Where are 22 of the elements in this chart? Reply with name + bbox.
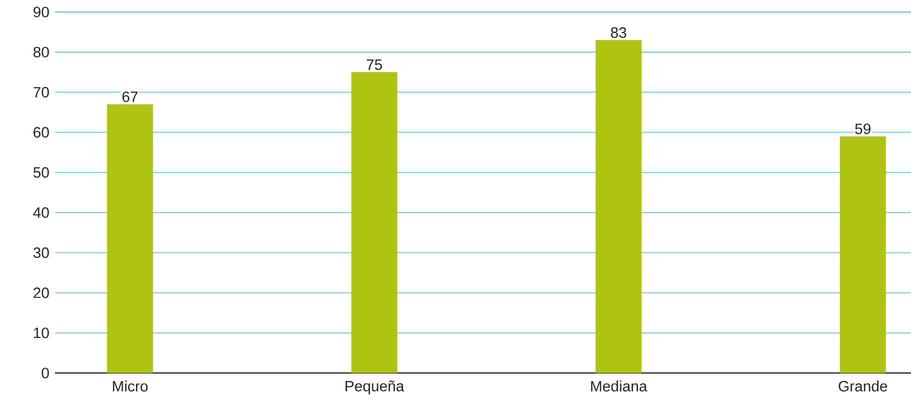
y-tick-label: 60 — [34, 127, 49, 138]
bar — [107, 104, 153, 373]
y-tick-label: 70 — [34, 86, 49, 98]
x-tick-label: Pequeña — [346, 380, 404, 394]
bar — [840, 136, 886, 373]
bar — [596, 40, 642, 373]
data-label: 67 — [122, 91, 138, 102]
x-tick-label: Micro — [112, 380, 148, 392]
data-label: 59 — [855, 124, 870, 134]
y-tick-label: 30 — [33, 247, 49, 258]
y-tick-label: 20 — [34, 287, 49, 298]
data-label: 75 — [366, 60, 382, 70]
x-tick-label: Mediana — [591, 380, 648, 392]
data-label: 83 — [610, 27, 626, 38]
y-tick-label: 40 — [33, 207, 49, 218]
y-tick-label: 0 — [42, 368, 49, 378]
y-tick-label: 80 — [34, 46, 49, 58]
bar — [351, 72, 398, 373]
y-tick-label: 90 — [34, 6, 49, 18]
y-tick-label: 50 — [33, 167, 49, 178]
y-tick-label: 10 — [34, 328, 49, 338]
x-tick-label: Grande — [838, 380, 888, 392]
